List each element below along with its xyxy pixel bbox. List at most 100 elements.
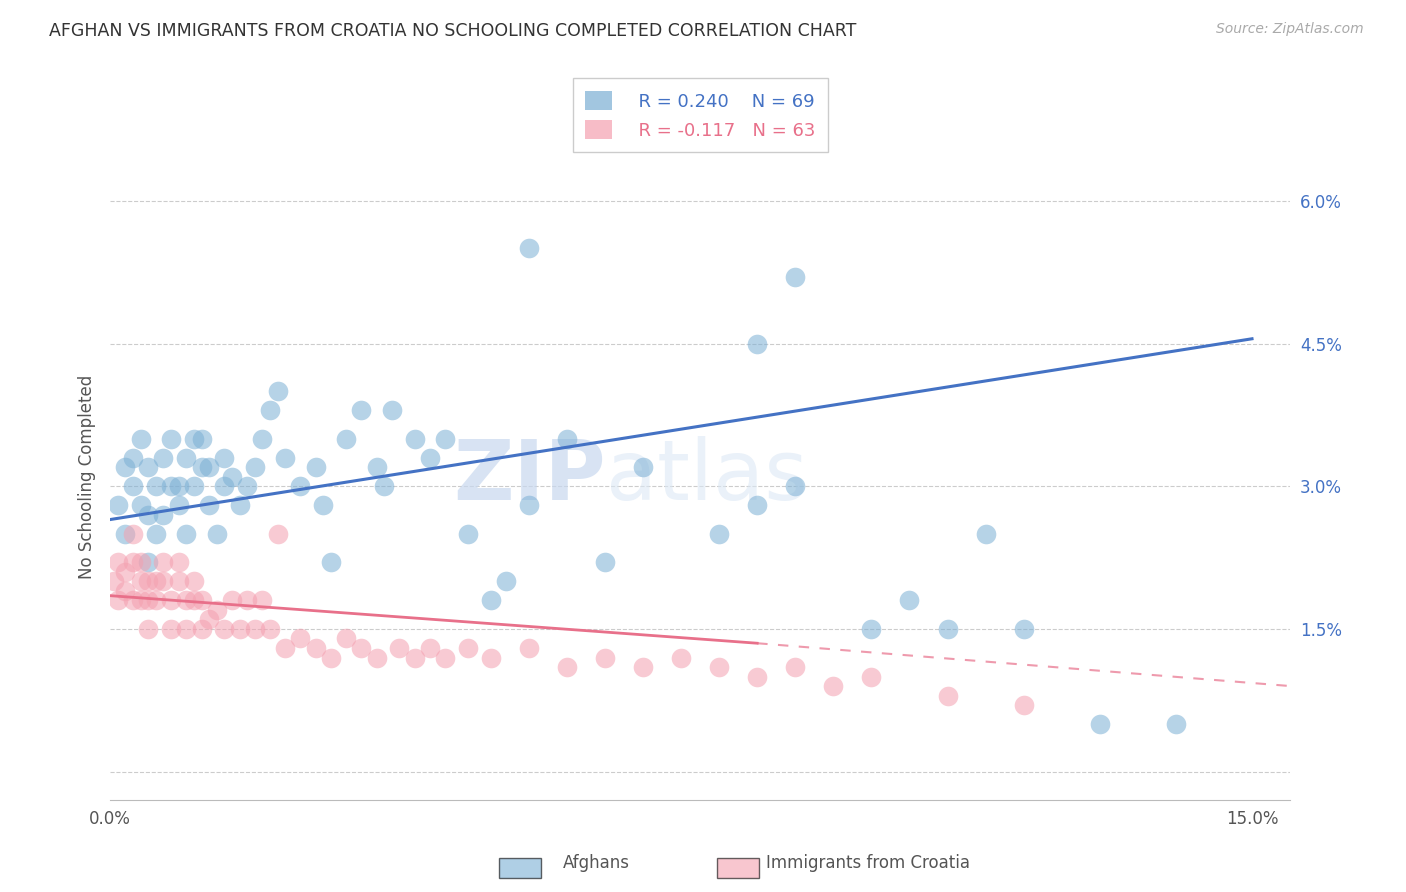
Point bbox=[747, 669, 769, 683]
Point bbox=[259, 622, 281, 636]
Point bbox=[174, 526, 197, 541]
Point bbox=[205, 603, 228, 617]
Point bbox=[1164, 717, 1187, 731]
Point bbox=[747, 336, 769, 351]
Point bbox=[198, 498, 221, 512]
Point bbox=[136, 508, 159, 522]
Point bbox=[183, 432, 205, 446]
Point bbox=[183, 479, 205, 493]
Point bbox=[555, 660, 578, 674]
Point bbox=[152, 450, 174, 465]
Point bbox=[707, 660, 730, 674]
Point bbox=[107, 498, 129, 512]
Point bbox=[305, 460, 328, 475]
Point bbox=[266, 384, 288, 398]
Point bbox=[243, 460, 266, 475]
Point bbox=[183, 593, 205, 607]
Point bbox=[214, 622, 236, 636]
Point bbox=[122, 555, 145, 569]
Point bbox=[517, 640, 540, 655]
Point bbox=[129, 593, 152, 607]
Point bbox=[145, 479, 167, 493]
Point bbox=[381, 403, 404, 417]
Text: atlas: atlas bbox=[606, 436, 807, 517]
Point bbox=[214, 450, 236, 465]
Point bbox=[457, 640, 479, 655]
Point bbox=[419, 450, 441, 465]
Point bbox=[114, 565, 136, 579]
Point bbox=[152, 508, 174, 522]
Point bbox=[145, 526, 167, 541]
Point bbox=[114, 583, 136, 598]
Point bbox=[517, 241, 540, 255]
Point bbox=[174, 622, 197, 636]
Point bbox=[167, 479, 190, 493]
Point bbox=[205, 526, 228, 541]
Point bbox=[823, 679, 845, 693]
Point bbox=[167, 574, 190, 589]
Point bbox=[404, 432, 426, 446]
Point bbox=[228, 498, 250, 512]
Point bbox=[198, 460, 221, 475]
Point bbox=[479, 593, 502, 607]
Legend:   R = 0.240    N = 69,   R = -0.117   N = 63: R = 0.240 N = 69, R = -0.117 N = 63 bbox=[572, 78, 828, 153]
Text: Source: ZipAtlas.com: Source: ZipAtlas.com bbox=[1216, 22, 1364, 37]
Text: AFGHAN VS IMMIGRANTS FROM CROATIA NO SCHOOLING COMPLETED CORRELATION CHART: AFGHAN VS IMMIGRANTS FROM CROATIA NO SCH… bbox=[49, 22, 856, 40]
Point bbox=[160, 593, 183, 607]
Point bbox=[290, 632, 312, 646]
Point bbox=[266, 526, 288, 541]
Point bbox=[190, 460, 212, 475]
Point bbox=[160, 622, 183, 636]
Point bbox=[122, 450, 145, 465]
Point bbox=[555, 432, 578, 446]
Point bbox=[373, 479, 395, 493]
Point bbox=[160, 479, 183, 493]
Point bbox=[290, 479, 312, 493]
Point bbox=[434, 650, 457, 665]
Point bbox=[860, 622, 883, 636]
Point bbox=[174, 450, 197, 465]
Point bbox=[236, 479, 259, 493]
Point bbox=[129, 555, 152, 569]
Point bbox=[1088, 717, 1111, 731]
Text: Immigrants from Croatia: Immigrants from Croatia bbox=[766, 855, 970, 872]
Point bbox=[785, 479, 807, 493]
Point bbox=[252, 432, 274, 446]
Point bbox=[479, 650, 502, 665]
Point bbox=[107, 555, 129, 569]
Point bbox=[114, 460, 136, 475]
Point bbox=[221, 593, 243, 607]
Point bbox=[457, 526, 479, 541]
Point bbox=[434, 432, 457, 446]
Point bbox=[129, 432, 152, 446]
Point bbox=[114, 526, 136, 541]
Point bbox=[747, 498, 769, 512]
Point bbox=[593, 650, 616, 665]
Point bbox=[129, 498, 152, 512]
Point bbox=[190, 593, 212, 607]
Point bbox=[190, 432, 212, 446]
Point bbox=[129, 574, 152, 589]
Point bbox=[122, 479, 145, 493]
Point bbox=[404, 650, 426, 665]
Point bbox=[167, 555, 190, 569]
Point bbox=[312, 498, 335, 512]
Point bbox=[669, 650, 692, 665]
Point bbox=[274, 640, 297, 655]
Point bbox=[350, 640, 373, 655]
Point bbox=[183, 574, 205, 589]
Point bbox=[419, 640, 441, 655]
Point bbox=[152, 574, 174, 589]
Point bbox=[174, 593, 197, 607]
Point bbox=[236, 593, 259, 607]
Point bbox=[860, 669, 883, 683]
Point bbox=[221, 469, 243, 483]
Point bbox=[122, 593, 145, 607]
Point bbox=[335, 432, 357, 446]
Point bbox=[136, 555, 159, 569]
Point bbox=[1012, 622, 1035, 636]
Point bbox=[350, 403, 373, 417]
Point bbox=[366, 460, 388, 475]
Point bbox=[785, 269, 807, 284]
Point bbox=[243, 622, 266, 636]
